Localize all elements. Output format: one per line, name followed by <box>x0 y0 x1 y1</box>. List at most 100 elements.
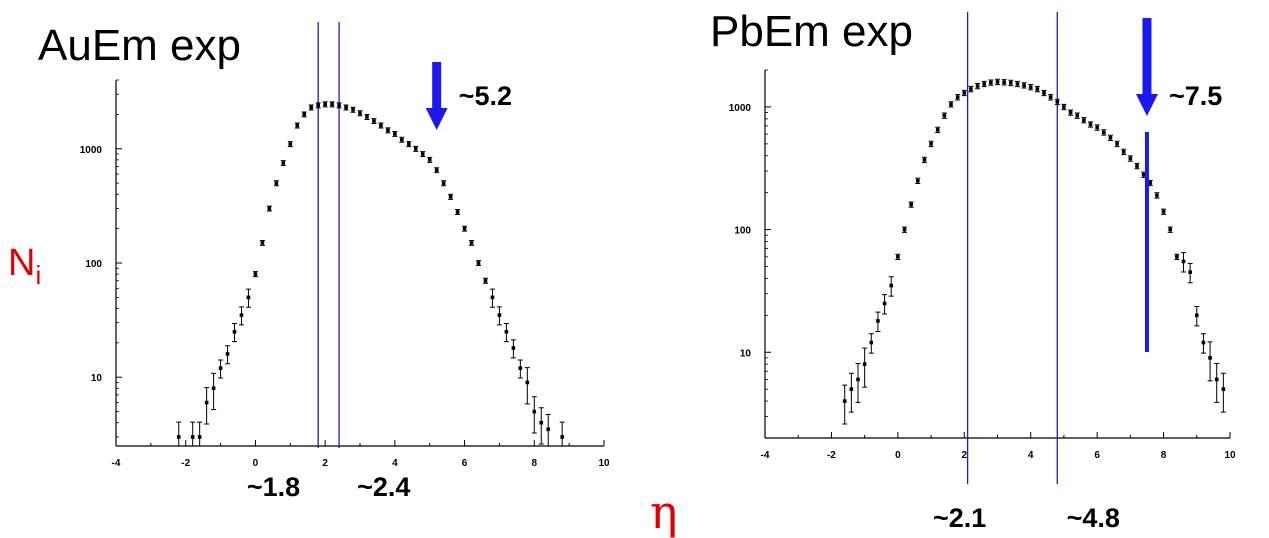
data-point <box>1221 387 1226 391</box>
data-point <box>525 380 530 385</box>
error-bar <box>538 407 544 445</box>
data-point <box>975 84 980 88</box>
data-point <box>1002 80 1006 85</box>
data-point <box>176 435 181 439</box>
x-tick-label: -4 <box>761 450 770 461</box>
data-point <box>1214 377 1219 382</box>
data-point <box>330 102 334 107</box>
data-point <box>420 152 425 156</box>
error-bar <box>204 387 210 425</box>
data-point <box>379 123 383 128</box>
data-point <box>560 435 564 439</box>
y-tick-label: 10 <box>91 373 103 384</box>
data-point <box>532 409 537 414</box>
data-point <box>1121 150 1126 154</box>
data-point <box>1188 270 1192 274</box>
x-tick-label: 2 <box>322 458 328 469</box>
x-tick-label: 4 <box>392 458 398 469</box>
data-point <box>407 142 411 146</box>
data-point <box>1201 340 1206 345</box>
data-point <box>889 283 894 288</box>
data-point <box>915 178 920 183</box>
data-point <box>358 111 362 115</box>
chart-auem: -4 -2 0 2 4 6 8 10 10 100 1000 ~1.8 ~2.4 ~5.2 <box>80 22 610 502</box>
data-point <box>260 241 265 245</box>
x-tick-label: 0 <box>253 458 259 469</box>
data-point <box>232 329 237 334</box>
data-point <box>239 313 244 317</box>
data-point <box>434 168 439 172</box>
data-point <box>225 352 230 356</box>
error-bar <box>211 372 217 411</box>
data-point <box>190 435 195 439</box>
chart-pbem: -4 -2 0 2 4 6 8 10 10 100 1000 ~2.1 ~4.8 ~7.5 <box>729 12 1236 533</box>
data-point <box>309 105 313 110</box>
x-tick-label: 2 <box>962 450 968 461</box>
chart-title-auem: AuEm exp <box>38 21 241 70</box>
x-tick-label: 6 <box>1094 450 1100 461</box>
data-point <box>316 103 320 108</box>
data-point <box>427 158 432 162</box>
data-point <box>1128 156 1133 161</box>
data-point <box>1028 85 1033 89</box>
data-point <box>935 128 940 132</box>
data-point <box>204 400 209 405</box>
data-point <box>1042 91 1046 95</box>
error-bar <box>842 384 848 425</box>
x-tick-label: 4 <box>1028 450 1034 461</box>
data-point <box>1022 83 1026 88</box>
data-point <box>462 226 467 231</box>
data-point <box>1161 209 1166 214</box>
error-bar <box>524 367 530 405</box>
data-point <box>969 87 973 91</box>
data-point <box>1175 255 1179 259</box>
data-point <box>344 105 348 110</box>
data-point <box>518 366 523 370</box>
data-point <box>218 366 223 370</box>
guide-line-label: ~1.8 <box>247 472 300 502</box>
data-point <box>995 80 1000 84</box>
data-point <box>274 181 279 185</box>
y-axis-label: Ni <box>8 242 41 290</box>
data-point <box>295 123 300 128</box>
guide-line-label: ~2.4 <box>357 472 410 502</box>
data-point <box>882 301 887 306</box>
data-point <box>1062 105 1066 109</box>
x-tick-label: -2 <box>181 458 190 469</box>
data-point <box>351 107 355 112</box>
data-point <box>469 241 474 245</box>
data-point <box>962 91 967 95</box>
y-tick-label: 100 <box>85 259 102 270</box>
data-point <box>1068 110 1073 115</box>
data-point <box>400 137 404 142</box>
x-tick-label: 8 <box>532 458 538 469</box>
arrow-shaft <box>1142 18 1152 96</box>
x-axis-label: η <box>650 485 678 538</box>
data-point <box>856 377 860 382</box>
chart-title-pbem: PbEm exp <box>710 7 913 56</box>
data-point <box>1135 164 1139 168</box>
data-point <box>1141 172 1146 177</box>
data-point <box>1095 125 1099 130</box>
y-tick-label: 100 <box>734 226 751 237</box>
data-point <box>483 278 488 283</box>
data-point <box>909 202 913 207</box>
data-point <box>546 427 551 432</box>
y-tick-label: 1000 <box>80 145 103 156</box>
data-point <box>1208 356 1212 360</box>
data-point <box>246 295 251 300</box>
data-point <box>942 113 947 118</box>
data-point <box>372 119 376 123</box>
data-point <box>1168 227 1173 232</box>
arrow-shaft <box>432 62 442 110</box>
data-point <box>365 115 369 119</box>
data-point <box>929 142 933 146</box>
data-point <box>281 161 286 165</box>
data-point <box>1101 130 1106 135</box>
data-point <box>922 158 927 162</box>
data-point <box>490 295 495 300</box>
data-point <box>902 227 907 232</box>
data-point <box>211 386 216 391</box>
data-point <box>1082 118 1086 122</box>
data-point <box>842 399 847 403</box>
